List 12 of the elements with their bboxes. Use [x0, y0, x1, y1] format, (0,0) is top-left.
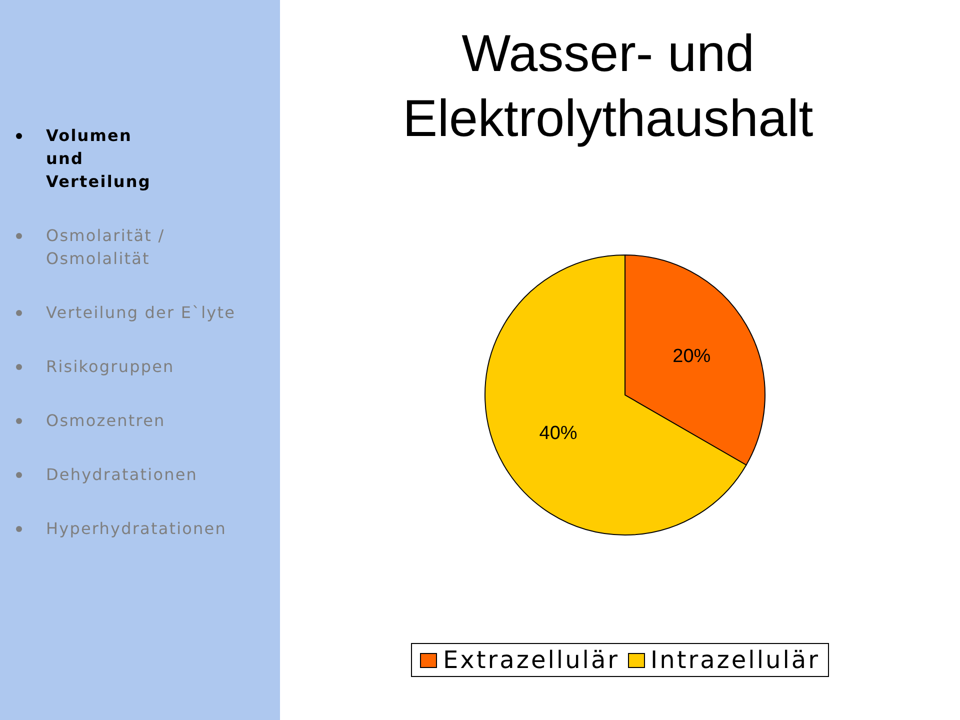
text: Hyperhydratationen [46, 518, 228, 540]
text: Verteilung der E`lyte [46, 302, 237, 324]
chart-title: Wasser- und Elektrolythaushalt [402, 24, 814, 150]
text: Osmozentren [46, 410, 166, 432]
text: Osmolarität / Osmolalität [46, 225, 166, 270]
data-label: 20% [672, 346, 711, 367]
legend-label: Intrazellulär [650, 646, 820, 674]
text: Dehydratationen [46, 464, 199, 486]
data-label: 40% [539, 423, 578, 444]
text: Volumen und Verteilung [46, 125, 152, 193]
legend-label: Extrazellulär [443, 646, 620, 674]
text: Risikogruppen [46, 356, 176, 378]
